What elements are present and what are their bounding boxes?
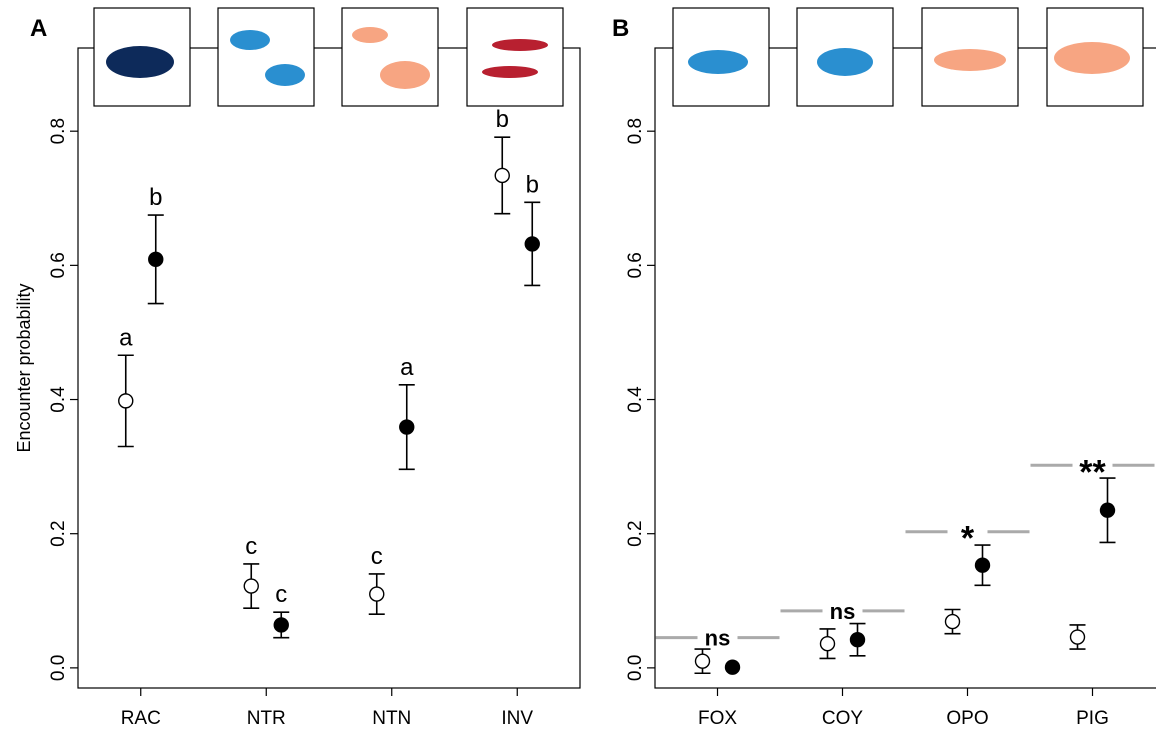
point <box>1101 503 1115 517</box>
y-tick-label: 0.0 <box>48 655 69 681</box>
group-letter: a <box>400 354 414 381</box>
significance-label: ** <box>1079 453 1106 491</box>
group-letter: b <box>496 106 509 133</box>
y-tick-label: 0.8 <box>625 118 646 144</box>
x-tick-label: FOX <box>698 708 737 729</box>
x-tick-label: OPO <box>946 708 988 729</box>
y-tick-label: 0.6 <box>625 252 646 278</box>
significance-label: * <box>961 520 975 558</box>
x-tick-label: NTR <box>247 708 286 729</box>
group-letter: c <box>245 533 257 560</box>
x-tick-label: NTN <box>372 708 411 729</box>
y-tick-label: 0.0 <box>625 655 646 681</box>
x-tick-label: COY <box>822 708 864 729</box>
point <box>119 394 133 408</box>
point <box>976 558 990 572</box>
group-letter: a <box>119 324 133 351</box>
group-letter: c <box>371 543 383 570</box>
x-tick-label: RAC <box>121 708 161 729</box>
point <box>1071 630 1085 644</box>
y-tick-label: 0.6 <box>48 252 69 278</box>
y-tick-label: 0.4 <box>48 386 69 413</box>
point <box>274 618 288 632</box>
point <box>821 637 835 651</box>
point <box>946 615 960 629</box>
chart: A Encounter probability 0.0 0.2 0.4 0.6 0.8 RAC… <box>0 0 1156 733</box>
significance-label: ns <box>705 626 731 651</box>
page: {"chart_data": [ {"type": "point", "pane… <box>0 0 1156 738</box>
panel-label: A <box>30 15 47 42</box>
panel-label: B <box>612 15 629 42</box>
y-axis-label: Encounter probability <box>14 283 34 452</box>
plot-frame <box>655 48 1156 688</box>
point <box>525 237 539 251</box>
group-letter: b <box>526 171 539 198</box>
y-tick-label: 0.8 <box>48 118 69 144</box>
point <box>726 660 740 674</box>
significance-label: ns <box>830 599 856 624</box>
x-tick-label: INV <box>501 708 533 729</box>
group-letter: b <box>149 184 162 211</box>
x-tick-label: PIG <box>1076 708 1109 729</box>
point <box>370 587 384 601</box>
point <box>400 420 414 434</box>
y-tick-label: 0.2 <box>48 520 69 546</box>
point <box>696 654 710 668</box>
point <box>851 633 865 647</box>
point <box>149 252 163 266</box>
y-tick-label: 0.4 <box>625 386 646 413</box>
y-tick-label: 0.2 <box>625 520 646 546</box>
group-letter: c <box>275 581 287 608</box>
point <box>244 579 258 593</box>
point <box>495 168 509 182</box>
plot-frame <box>78 48 580 688</box>
